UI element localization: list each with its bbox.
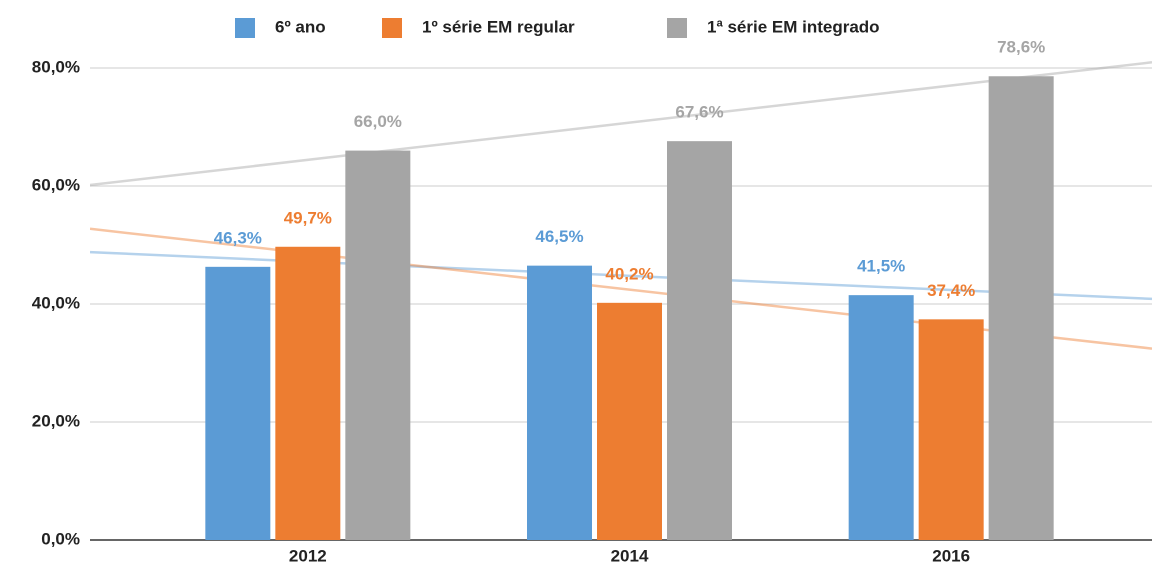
x-tick-label: 2016 <box>932 546 970 565</box>
bar <box>667 141 732 540</box>
bars: 46,3% 46,5% 41,5% 49,7% 40,2% 37,4% 66,0% 67,6%… <box>205 38 1054 540</box>
bar <box>527 265 592 540</box>
legend-swatch <box>382 18 402 38</box>
data-label: 49,7% <box>284 208 332 227</box>
data-label: 41,5% <box>857 257 905 276</box>
bar <box>988 76 1054 540</box>
data-label: 46,5% <box>535 227 583 246</box>
bar <box>848 295 914 540</box>
y-tick-label: 40,0% <box>32 293 80 312</box>
data-label: 78,6% <box>997 38 1045 57</box>
data-label: 66,0% <box>354 112 402 131</box>
trendline <box>90 61 1152 187</box>
bar <box>345 150 411 540</box>
trendline <box>90 250 1152 301</box>
y-tick-label: 0,0% <box>41 529 80 548</box>
y-tick-label: 20,0% <box>32 411 80 430</box>
legend-label: 1º série EM regular <box>422 17 575 36</box>
x-tick-label: 2012 <box>289 546 327 565</box>
bar <box>918 319 984 540</box>
bar <box>597 302 662 540</box>
legend-label: 1ª série EM integrado <box>707 17 880 36</box>
bar <box>205 266 271 540</box>
x-tick-label: 2014 <box>611 546 649 565</box>
data-label: 40,2% <box>605 264 653 283</box>
y-tick-label: 60,0% <box>32 175 80 194</box>
bar <box>275 246 341 540</box>
y-tick-label: 80,0% <box>32 57 80 76</box>
data-label: 67,6% <box>675 103 723 122</box>
data-label: 46,3% <box>214 228 262 247</box>
legend-label: 6º ano <box>275 17 326 36</box>
legend-swatch <box>667 18 687 38</box>
data-label: 37,4% <box>927 281 975 300</box>
legend-swatch <box>235 18 255 38</box>
